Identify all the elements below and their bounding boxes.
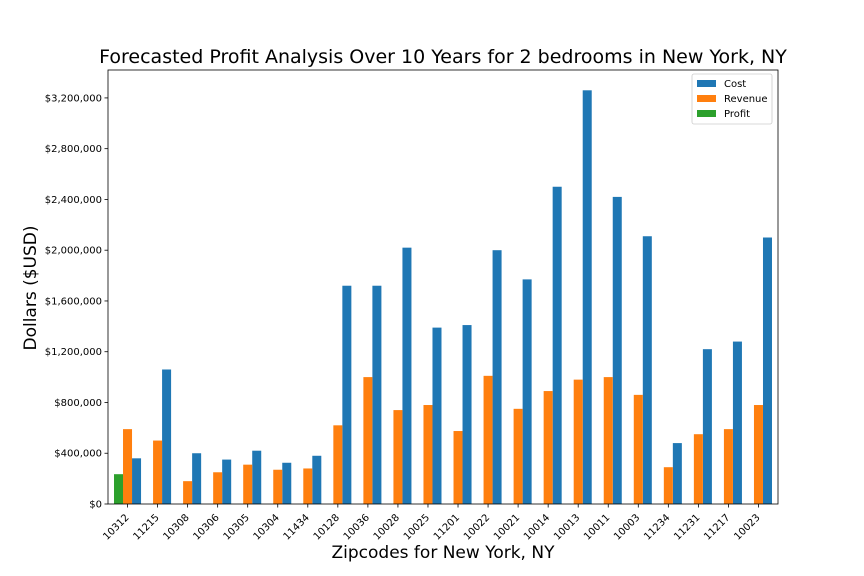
bar-cost-10011	[612, 196, 622, 504]
bar-revenue-10023	[753, 405, 763, 504]
bar-revenue-10011	[603, 377, 613, 504]
x-tick-label-11217: 11217	[702, 512, 732, 542]
bar-cost-10022	[492, 250, 502, 504]
y-tick-label: $2,800,000	[45, 144, 102, 155]
x-tick-label-10306: 10306	[192, 512, 222, 542]
bar-cost-10003	[642, 236, 652, 505]
x-tick-label-11215: 11215	[131, 512, 161, 542]
bar-revenue-10014	[543, 391, 553, 504]
bar-cost-10312	[132, 458, 142, 504]
bars-layer	[114, 90, 772, 505]
legend-swatch-revenue	[697, 95, 716, 102]
bar-revenue-10003	[633, 394, 643, 504]
bar-cost-11217	[732, 341, 742, 504]
bar-cost-10013	[582, 90, 592, 505]
bar-cost-10306	[222, 459, 232, 504]
bar-cost-10025	[432, 327, 442, 504]
bar-revenue-10025	[423, 405, 433, 504]
bar-cost-11215	[162, 369, 172, 504]
bar-cost-10308	[192, 453, 202, 504]
bar-cost-10128	[342, 285, 352, 504]
bar-revenue-10312	[123, 429, 133, 504]
bar-revenue-10304	[273, 469, 283, 504]
bar-revenue-11215	[153, 440, 163, 504]
x-axis-title: Zipcodes for New York, NY	[332, 543, 556, 563]
legend-swatch-cost	[697, 80, 716, 87]
y-tick-label: $1,600,000	[45, 296, 102, 307]
x-tick-label-11234: 11234	[642, 512, 672, 542]
x-tick-label-10013: 10013	[552, 512, 582, 542]
bar-revenue-11217	[723, 429, 733, 504]
bar-cost-11201	[462, 325, 472, 504]
x-tick-label-10308: 10308	[161, 512, 191, 542]
y-tick-label: $1,200,000	[45, 347, 102, 358]
bar-revenue-10036	[363, 377, 373, 504]
y-tick-label: $2,000,000	[45, 246, 102, 257]
x-tick-label-10014: 10014	[522, 512, 552, 542]
y-tick-label: $3,200,000	[45, 93, 102, 104]
x-tick-label-10011: 10011	[582, 512, 612, 542]
bar-cost-10014	[552, 186, 562, 504]
bar-revenue-10308	[183, 481, 193, 504]
y-tick-label: $0	[89, 500, 102, 511]
x-tick-label-10022: 10022	[462, 512, 492, 542]
bar-cost-10023	[762, 237, 772, 504]
bar-revenue-11234	[663, 467, 673, 504]
x-tick-label-10028: 10028	[372, 512, 402, 542]
x-tick-label-11201: 11201	[432, 512, 462, 542]
plot-frame	[107, 69, 779, 505]
x-tick-label-10036: 10036	[342, 512, 372, 542]
x-tick-label-11434: 11434	[282, 512, 312, 542]
bar-cost-10021	[522, 279, 532, 504]
legend-label-revenue: Revenue	[724, 94, 768, 105]
bar-cost-11231	[702, 349, 712, 504]
x-tick-label-10003: 10003	[612, 512, 642, 542]
bar-revenue-10128	[333, 425, 343, 504]
bar-revenue-10028	[393, 410, 403, 504]
bar-revenue-11201	[453, 431, 463, 504]
bar-revenue-11434	[303, 468, 313, 504]
x-tick-label-10312: 10312	[101, 512, 131, 542]
bar-cost-10036	[372, 285, 382, 504]
y-tick-label: $400,000	[54, 449, 102, 460]
bar-cost-10028	[402, 247, 412, 504]
y-tick-label: $800,000	[54, 398, 102, 409]
y-axis-title: Dollars ($USD)	[21, 225, 41, 350]
legend: Cost Revenue Profit	[691, 73, 773, 125]
y-tick-label: $2,400,000	[45, 195, 102, 206]
bar-revenue-10305	[243, 464, 253, 504]
x-tick-label-11231: 11231	[672, 512, 702, 542]
x-tick-label-10025: 10025	[402, 512, 432, 542]
legend-label-cost: Cost	[724, 79, 746, 90]
bar-revenue-10022	[483, 375, 493, 504]
bar-revenue-11231	[693, 434, 703, 504]
bar-cost-10305	[252, 450, 262, 504]
legend-label-profit: Profit	[724, 109, 750, 120]
x-tick-label-10305: 10305	[222, 512, 252, 542]
x-tick-label-10023: 10023	[732, 512, 762, 542]
bar-profit-10312	[114, 474, 124, 504]
bar-cost-11234	[672, 443, 682, 504]
x-tick-label-10021: 10021	[492, 512, 522, 542]
bar-revenue-10013	[573, 379, 583, 504]
legend-swatch-profit	[697, 110, 716, 117]
bar-revenue-10021	[513, 408, 523, 504]
x-tick-label-10304: 10304	[252, 512, 282, 542]
x-tick-label-10128: 10128	[312, 512, 342, 542]
bar-cost-11434	[312, 455, 322, 504]
chart-title: Forecasted Profit Analysis Over 10 Years…	[99, 46, 787, 68]
bar-revenue-10306	[213, 472, 223, 504]
bar-cost-10304	[282, 462, 292, 504]
